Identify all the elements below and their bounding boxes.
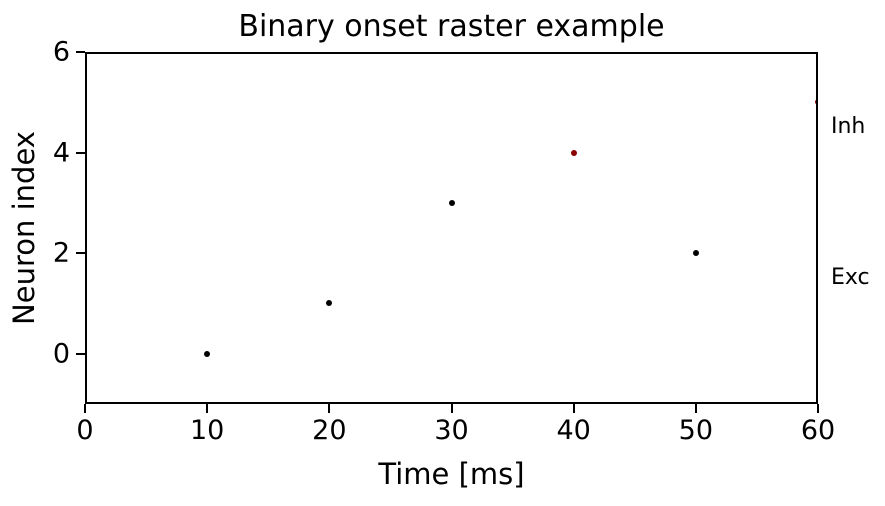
y-tick-label: 0 [52, 338, 70, 370]
x-tick-label: 40 [556, 415, 591, 446]
x-tick-label: 60 [800, 415, 836, 446]
x-tick [206, 404, 209, 413]
x-tick [84, 404, 86, 413]
annotation-exc: Exc [831, 265, 870, 291]
plot-area [85, 52, 818, 404]
data-point-exc [692, 250, 699, 257]
y-tick-label: 2 [52, 237, 70, 269]
y-tick [76, 252, 85, 255]
x-tick-label: 0 [76, 415, 94, 446]
y-tick [76, 352, 85, 355]
data-point-inh [570, 149, 577, 156]
annotation-inh: Inh [831, 114, 866, 140]
x-tick [328, 404, 331, 413]
x-tick-label: 20 [312, 415, 347, 446]
y-tick [76, 151, 85, 154]
x-tick [450, 404, 453, 413]
x-tick [694, 404, 697, 413]
chart-title: Binary onset raster example [238, 9, 665, 44]
x-tick [572, 404, 575, 413]
data-point-inh [815, 99, 818, 106]
data-point-exc [326, 300, 333, 307]
x-tick-label: 30 [434, 415, 469, 446]
data-point-exc [204, 350, 211, 357]
x-axis-label: Time [ms] [378, 457, 525, 491]
y-tick [76, 51, 85, 53]
data-point-exc [448, 199, 455, 206]
x-tick-label: 50 [678, 415, 714, 446]
y-tick-label: 6 [52, 36, 70, 68]
y-tick-label: 4 [52, 137, 70, 169]
x-tick [817, 404, 819, 413]
x-tick-label: 10 [189, 415, 225, 446]
